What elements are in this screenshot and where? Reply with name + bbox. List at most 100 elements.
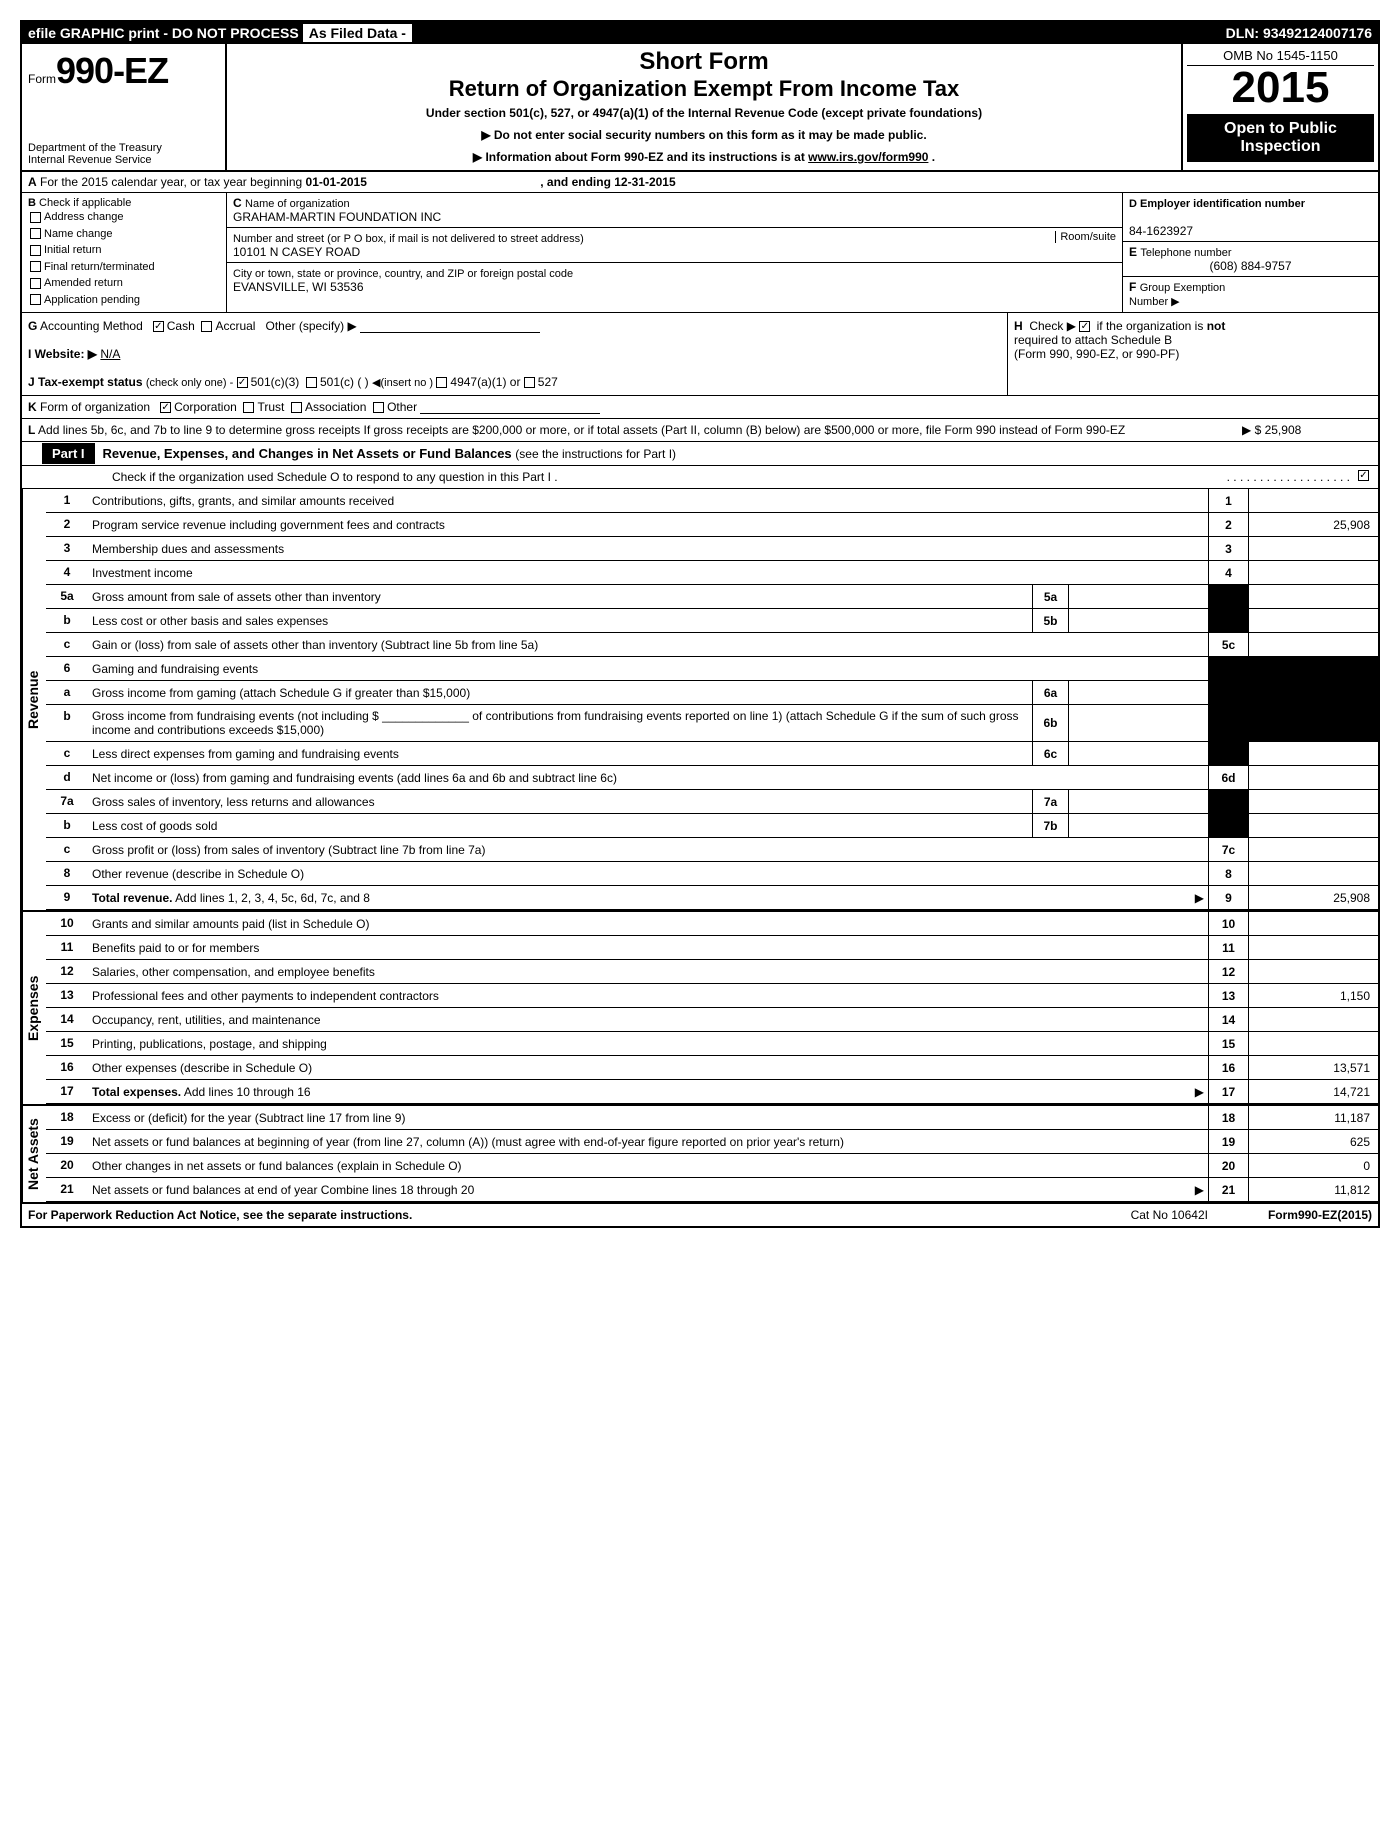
- chk-name-change[interactable]: Name change: [28, 226, 220, 243]
- value-2: 25,908: [1248, 513, 1378, 536]
- line-10: 10Grants and similar amounts paid (list …: [46, 912, 1378, 936]
- row-h: H Check ▶ if the organization is not req…: [1008, 313, 1378, 395]
- value-8: [1248, 862, 1378, 885]
- line-9: 9Total revenue. Add lines 1, 2, 3, 4, 5c…: [46, 886, 1378, 910]
- line-5b: bLess cost or other basis and sales expe…: [46, 609, 1378, 633]
- info-link-line: ▶ Information about Form 990-EZ and its …: [235, 150, 1173, 164]
- line-8: 8Other revenue (describe in Schedule O)8: [46, 862, 1378, 886]
- line-15: 15Printing, publications, postage, and s…: [46, 1032, 1378, 1056]
- row-l: L Add lines 5b, 6c, and 7b to line 9 to …: [22, 419, 1378, 442]
- value-5c: [1248, 633, 1378, 656]
- chk-schedule-o[interactable]: [1358, 470, 1369, 481]
- chk-cash[interactable]: [153, 321, 164, 332]
- value-4: [1248, 561, 1378, 584]
- line-13: 13Professional fees and other payments t…: [46, 984, 1378, 1008]
- revenue-lines: 1Contributions, gifts, grants, and simil…: [46, 489, 1378, 910]
- org-name: GRAHAM-MARTIN FOUNDATION INC: [233, 210, 441, 224]
- value-21: 11,812: [1248, 1178, 1378, 1201]
- chk-application-pending[interactable]: Application pending: [28, 292, 220, 309]
- value-6d: [1248, 766, 1378, 789]
- header-left: Form990-EZ Department of the Treasury In…: [22, 44, 227, 170]
- label-revenue: Revenue: [22, 489, 46, 910]
- arrow-icon: ▶: [1195, 891, 1204, 905]
- value-3: [1248, 537, 1378, 560]
- row-k: K Form of organization Corporation Trust…: [22, 396, 1378, 419]
- line-21: 21Net assets or fund balances at end of …: [46, 1178, 1378, 1202]
- value-15: [1248, 1032, 1378, 1055]
- chk-h[interactable]: [1079, 321, 1090, 332]
- chk-527[interactable]: [524, 377, 535, 388]
- netasset-lines: 18Excess or (deficit) for the year (Subt…: [46, 1106, 1378, 1202]
- arrow-icon: ▶: [1195, 1085, 1204, 1099]
- value-1: [1248, 489, 1378, 512]
- chk-501c[interactable]: [306, 377, 317, 388]
- chk-corp[interactable]: [160, 402, 171, 413]
- value-19: 625: [1248, 1130, 1378, 1153]
- value-11: [1248, 936, 1378, 959]
- chk-address-change[interactable]: Address change: [28, 209, 220, 226]
- col-c: C Name of organization GRAHAM-MARTIN FOU…: [227, 193, 1123, 312]
- ein: 84-1623927: [1129, 224, 1193, 238]
- part1-body: Revenue 1Contributions, gifts, grants, a…: [22, 489, 1378, 1202]
- line-5a: 5aGross amount from sale of assets other…: [46, 585, 1378, 609]
- value-9: 25,908: [1248, 886, 1378, 909]
- line-18: 18Excess or (deficit) for the year (Subt…: [46, 1106, 1378, 1130]
- value-14: [1248, 1008, 1378, 1031]
- line-6b: bGross income from fundraising events (n…: [46, 705, 1378, 742]
- col-d: D Employer identification number 84-1623…: [1123, 193, 1378, 312]
- value-10: [1248, 912, 1378, 935]
- line-5c: cGain or (loss) from sale of assets othe…: [46, 633, 1378, 657]
- chk-amended-return[interactable]: Amended return: [28, 275, 220, 292]
- efile-notice: efile GRAPHIC print - DO NOT PROCESS: [28, 25, 299, 41]
- form-990ez-page: efile GRAPHIC print - DO NOT PROCESS As …: [20, 20, 1380, 1228]
- value-7c: [1248, 838, 1378, 861]
- org-address: 10101 N CASEY ROAD: [233, 245, 360, 259]
- line-17: 17Total expenses. Add lines 10 through 1…: [46, 1080, 1378, 1104]
- line-7b: bLess cost of goods sold7b: [46, 814, 1378, 838]
- label-expenses: Expenses: [22, 912, 46, 1104]
- value-16: 13,571: [1248, 1056, 1378, 1079]
- chk-final-return[interactable]: Final return/terminated: [28, 259, 220, 276]
- bcd-grid: B Check if applicable Address change Nam…: [22, 193, 1378, 313]
- chk-trust[interactable]: [243, 402, 254, 413]
- chk-accrual[interactable]: [201, 321, 212, 332]
- line-11: 11Benefits paid to or for members11: [46, 936, 1378, 960]
- chk-assoc[interactable]: [291, 402, 302, 413]
- line-14: 14Occupancy, rent, utilities, and mainte…: [46, 1008, 1378, 1032]
- line-6: 6Gaming and fundraising events: [46, 657, 1378, 681]
- chk-initial-return[interactable]: Initial return: [28, 242, 220, 259]
- gross-receipts: $ 25,908: [1255, 423, 1302, 437]
- arrow-icon: ▶: [1195, 1183, 1204, 1197]
- open-to-public: Open to Public Inspection: [1187, 114, 1374, 162]
- as-filed-label: As Filed Data -: [303, 24, 412, 42]
- line-6d: dNet income or (loss) from gaming and fu…: [46, 766, 1378, 790]
- header-right: OMB No 1545-1150 2015 Open to Public Ins…: [1183, 44, 1378, 170]
- topbar: efile GRAPHIC print - DO NOT PROCESS As …: [22, 22, 1378, 44]
- phone: (608) 884-9757: [1129, 259, 1372, 273]
- line-7c: cGross profit or (loss) from sales of in…: [46, 838, 1378, 862]
- line-2: 2Program service revenue including gover…: [46, 513, 1378, 537]
- line-16: 16Other expenses (describe in Schedule O…: [46, 1056, 1378, 1080]
- line-12: 12Salaries, other compensation, and empl…: [46, 960, 1378, 984]
- value-13: 1,150: [1248, 984, 1378, 1007]
- line-6c: cLess direct expenses from gaming and fu…: [46, 742, 1378, 766]
- line-7a: 7aGross sales of inventory, less returns…: [46, 790, 1378, 814]
- value-17: 14,721: [1248, 1080, 1378, 1103]
- line-6a: aGross income from gaming (attach Schedu…: [46, 681, 1378, 705]
- label-netassets: Net Assets: [22, 1106, 46, 1202]
- chk-501c3[interactable]: [237, 377, 248, 388]
- line-4: 4Investment income4: [46, 561, 1378, 585]
- header: Form990-EZ Department of the Treasury In…: [22, 44, 1378, 172]
- part1-header: Part I Revenue, Expenses, and Changes in…: [22, 442, 1378, 466]
- line-1: 1Contributions, gifts, grants, and simil…: [46, 489, 1378, 513]
- row-ghij: G Accounting Method Cash Accrual Other (…: [22, 313, 1378, 396]
- chk-other[interactable]: [373, 402, 384, 413]
- irs-link[interactable]: www.irs.gov/form990: [808, 150, 928, 164]
- website: N/A: [100, 347, 120, 361]
- header-center: Short Form Return of Organization Exempt…: [227, 44, 1183, 170]
- chk-4947[interactable]: [436, 377, 447, 388]
- dln: DLN: 93492124007176: [412, 25, 1372, 41]
- value-18: 11,187: [1248, 1106, 1378, 1129]
- footer: For Paperwork Reduction Act Notice, see …: [22, 1202, 1378, 1226]
- value-20: 0: [1248, 1154, 1378, 1177]
